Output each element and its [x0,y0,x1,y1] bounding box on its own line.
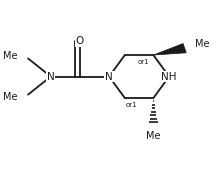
Text: or1: or1 [125,102,137,108]
Text: or1: or1 [137,59,149,64]
Text: NH: NH [161,72,177,82]
Text: Me: Me [195,39,210,49]
Text: N: N [47,72,55,82]
Text: N: N [105,72,113,82]
Polygon shape [153,44,186,55]
Text: O: O [76,36,84,46]
Text: Me: Me [146,131,161,141]
Text: Me: Me [3,51,18,61]
Text: Me: Me [3,92,18,102]
